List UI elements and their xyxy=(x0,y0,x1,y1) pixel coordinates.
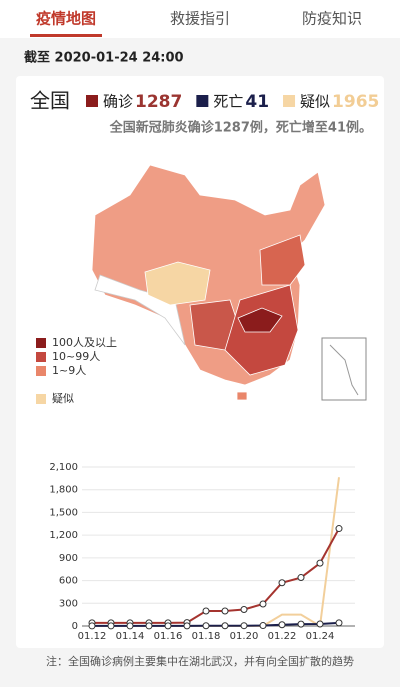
map-legend-swatch xyxy=(36,366,46,376)
y-tick-label: 1,800 xyxy=(49,485,78,496)
tab-underline xyxy=(30,34,102,37)
legend-swatch xyxy=(196,95,209,107)
data-point xyxy=(107,622,115,630)
data-point xyxy=(278,579,286,587)
data-point xyxy=(126,622,134,630)
data-point xyxy=(164,622,172,630)
region: 全国 xyxy=(30,89,70,113)
data-point xyxy=(202,622,210,630)
data-point xyxy=(183,622,191,630)
headline: 全国新冠肺炎确诊1287例，死亡增至41例。 xyxy=(109,120,372,136)
data-point xyxy=(221,622,229,630)
data-point xyxy=(316,559,324,567)
y-tick-label: 0 xyxy=(72,621,78,632)
tab-active[interactable]: 疫情地图 xyxy=(36,10,96,28)
map-legend-label: 10~99人 xyxy=(52,350,100,363)
x-tick-label: 01.12 xyxy=(78,631,107,642)
map-inset-coast xyxy=(329,344,359,396)
y-tick-label: 1,500 xyxy=(49,507,78,518)
data-point xyxy=(88,622,96,630)
x-tick-label: 01.24 xyxy=(306,631,335,642)
data-point xyxy=(259,600,267,608)
y-tick-label: 900 xyxy=(59,553,78,564)
map-legend-swatch xyxy=(36,338,46,348)
note: 注：全国确诊病例主要集中在湖北武汉，并有向全国扩散的趋势 xyxy=(46,654,354,668)
date: 截至 2020-01-24 24:00 xyxy=(24,50,184,66)
data-point xyxy=(202,607,210,615)
data-point xyxy=(145,622,153,630)
legend-label: 死亡 xyxy=(213,93,243,111)
map-legend-swatch xyxy=(36,394,46,404)
map xyxy=(91,164,326,401)
y-tick-label: 600 xyxy=(59,576,78,587)
x-tick-label: 01.18 xyxy=(192,631,221,642)
tab[interactable]: 救援指引 xyxy=(170,10,230,28)
map-legend-label: 100人及以上 xyxy=(52,336,117,349)
x-tick-label: 01.20 xyxy=(230,631,259,642)
map-legend-swatch xyxy=(36,352,46,362)
legend-swatch xyxy=(283,95,296,107)
data-point xyxy=(297,620,305,628)
legend-swatch xyxy=(86,95,98,107)
legend-value: 41 xyxy=(245,92,269,112)
data-point xyxy=(297,574,305,582)
y-tick-label: 1,200 xyxy=(49,530,78,541)
legend-value: 1287 xyxy=(135,92,182,112)
data-point xyxy=(240,605,248,613)
data-point xyxy=(259,622,267,630)
map-inset xyxy=(321,337,367,401)
legend-label: 确诊 xyxy=(103,93,133,111)
legend-value: 1965 xyxy=(332,92,379,112)
data-point xyxy=(335,619,343,627)
map-legend-label: 疑似 xyxy=(52,392,74,405)
legend-label: 疑似 xyxy=(300,93,330,111)
tab-bar xyxy=(0,0,400,38)
data-point xyxy=(335,525,343,533)
data-point xyxy=(240,622,248,630)
x-tick-label: 01.16 xyxy=(154,631,183,642)
x-tick-label: 01.14 xyxy=(116,631,145,642)
map-legend-label: 1~9人 xyxy=(52,364,86,377)
y-tick-label: 300 xyxy=(59,598,78,609)
data-point xyxy=(278,621,286,629)
data-point xyxy=(316,620,324,628)
data-point xyxy=(221,607,229,615)
tab[interactable]: 防疫知识 xyxy=(302,10,362,28)
x-tick-label: 01.22 xyxy=(268,631,297,642)
y-tick-label: 2,100 xyxy=(49,462,78,473)
